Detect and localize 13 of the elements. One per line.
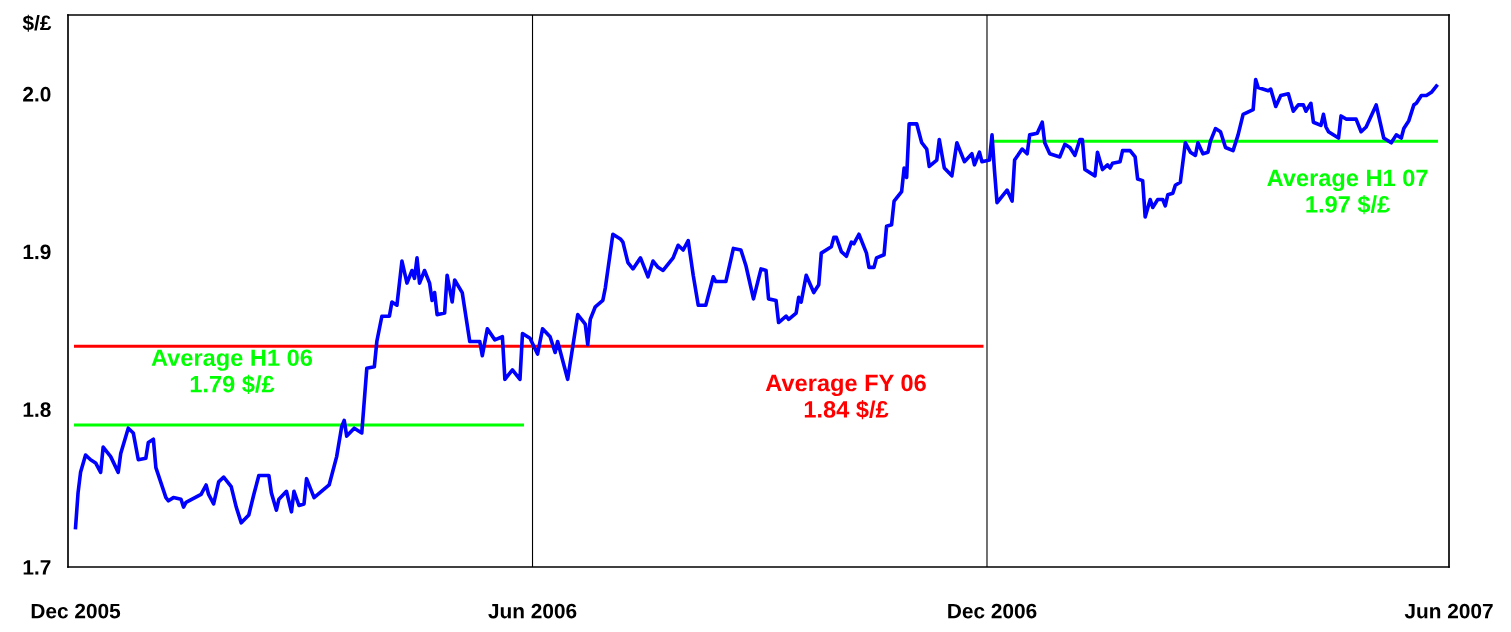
annotation: Average H1 06 1.79 $/£: [151, 349, 313, 395]
x-tick-label: Dec 2005: [31, 603, 121, 619]
x-tick-label: Dec 2006: [948, 603, 1037, 619]
line-series: [73, 77, 1439, 530]
annotation: Average H1 07 1.97 $/£: [1267, 169, 1428, 215]
y-tick-label: 2.0: [23, 86, 51, 102]
y-tick-label: 1.7: [23, 560, 51, 575]
y-axis-title: $/£: [22, 14, 52, 32]
y-tick-label: 1.8: [23, 402, 51, 418]
x-tick-label: Jun 2007: [1404, 603, 1493, 619]
x-tick-label: Jun 2006: [488, 603, 577, 619]
y-tick-label: 1.9: [23, 244, 51, 260]
annotation: Average FY 06 1.84 $/£: [765, 374, 926, 420]
